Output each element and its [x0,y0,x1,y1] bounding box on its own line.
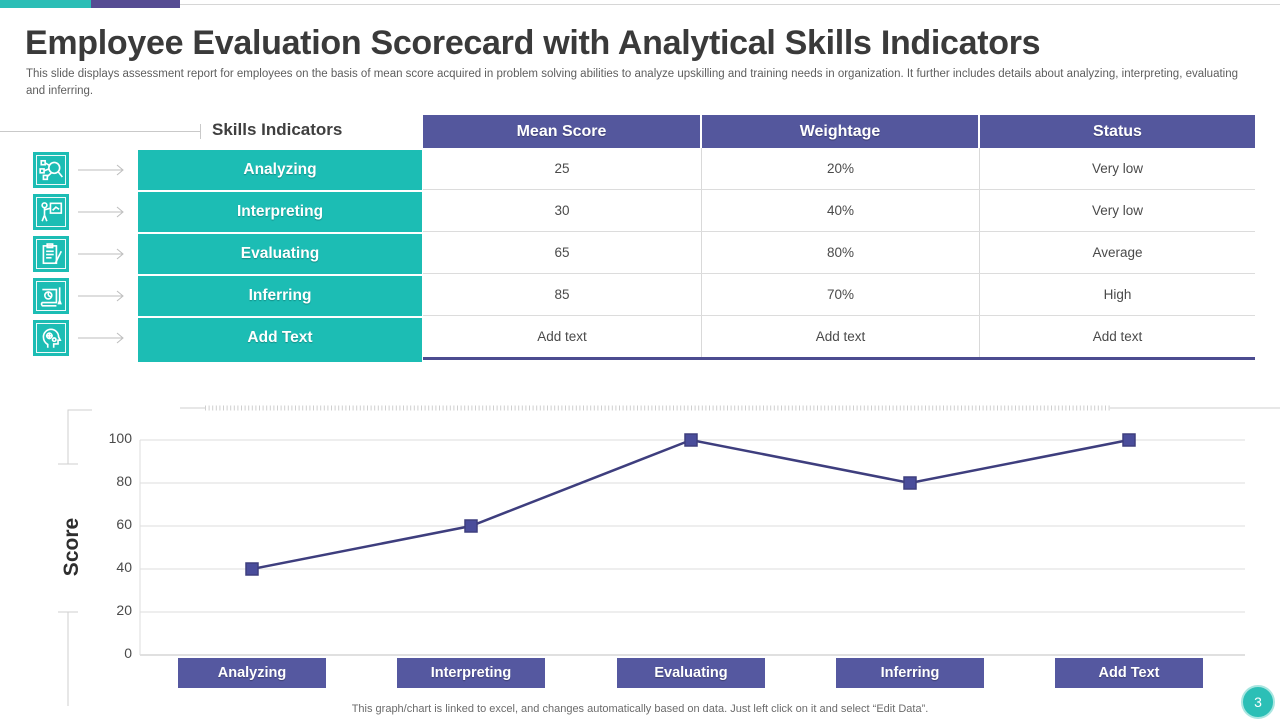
magnifier-network-icon [33,152,69,188]
table-row: Add text Add text Add text [423,316,1255,358]
score-chart[interactable] [0,395,1280,700]
column-header-weightage: Weightage [702,115,980,148]
skills-header-line [0,131,200,132]
y-tick-label: 40 [116,559,132,575]
table-cell[interactable]: 40% [702,190,980,231]
clipboard-pencil-icon [33,236,69,272]
table-cell[interactable]: 70% [702,274,980,315]
table-cell[interactable]: 20% [702,148,980,189]
category-label[interactable]: Add Text [1055,658,1203,688]
y-tick-label: 100 [108,430,132,446]
category-label[interactable]: Inferring [836,658,984,688]
table-cell[interactable]: Add text [702,316,980,358]
table-cell[interactable]: 80% [702,232,980,273]
table-cell[interactable]: High [1103,287,1132,302]
table-cell[interactable]: Add text [423,316,702,358]
table-row: 85 70% High [423,274,1255,316]
column-header-status: Status [1093,123,1142,140]
table-cell[interactable]: 85 [423,274,702,315]
table-cell[interactable]: Very low [1091,161,1144,176]
y-tick-label: 20 [116,602,132,618]
y-axis-label: Score [60,517,83,577]
y-tick-label: 0 [124,645,132,661]
table-cell[interactable]: 25 [423,148,702,189]
category-label[interactable]: Analyzing [178,658,326,688]
category-label[interactable]: Evaluating [617,658,765,688]
presenter-board-icon [33,194,69,230]
skills-row-label[interactable]: Inferring [138,276,422,316]
arrow-icons [78,164,124,344]
table-cell[interactable]: 30 [423,190,702,231]
table-body: 25 20% Very low 30 40% Very low 65 80% Average 85… [423,148,1255,358]
table-row: 65 80% Average [423,232,1255,274]
skills-row-label[interactable]: Analyzing [138,150,422,190]
page-title: Employee Evaluation Scorecard with Analy… [25,24,1041,62]
table-header-row: Mean Score Weightage Status [423,115,1255,148]
footer-note: This graph/chart is linked to excel, and… [351,703,929,715]
head-gears-icon [33,320,69,356]
column-header-mean-score: Mean Score [423,115,702,148]
top-accent-bar-teal [0,0,91,8]
skills-label-column: Analyzing Interpreting Evaluating Inferring… [138,150,422,364]
skills-row-label[interactable]: Interpreting [138,192,422,232]
top-accent-bar-purple [91,0,180,8]
page-subtitle: This slide displays assessment report fo… [26,68,1239,97]
skills-row-label[interactable]: Evaluating [138,234,422,274]
table-row: 30 40% Very low [423,190,1255,232]
y-tick-label: 60 [116,516,132,532]
table-cell[interactable]: 65 [423,232,702,273]
skills-row-label[interactable]: Add Text [138,318,422,362]
table-cell[interactable]: Average [1092,245,1143,260]
skills-header-tick [200,124,201,139]
category-label[interactable]: Interpreting [397,658,545,688]
table-bottom-border [423,357,1255,360]
top-accent-line [180,4,1280,5]
y-tick-label: 80 [116,473,132,489]
skills-indicators-label: Skills Indicators [212,120,343,139]
report-chart-pen-icon [33,278,69,314]
table-cell[interactable]: Very low [1091,203,1144,218]
table-row: 25 20% Very low [423,148,1255,190]
page-number-badge: 3 [1241,685,1275,719]
table-cell[interactable]: Add text [1092,329,1143,344]
